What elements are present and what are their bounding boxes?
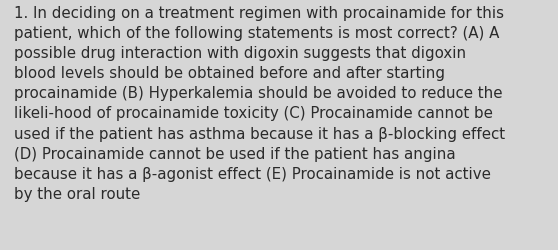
Text: 1. In deciding on a treatment regimen with procainamide for this
patient, which : 1. In deciding on a treatment regimen wi… [14, 6, 505, 201]
